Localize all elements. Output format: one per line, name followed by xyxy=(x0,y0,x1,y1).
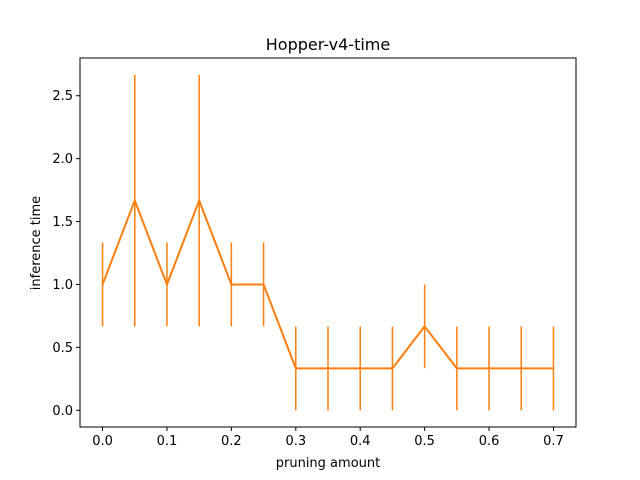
data-point-3 xyxy=(198,199,201,202)
data-point-1 xyxy=(133,199,136,202)
y-axis-label: inference time xyxy=(29,196,44,290)
data-point-2 xyxy=(165,283,168,286)
x-tick-label-0: 0.0 xyxy=(92,434,113,449)
y-tick-label-3: 1.5 xyxy=(52,215,73,230)
x-tick-label-5: 0.5 xyxy=(414,434,435,449)
data-point-7 xyxy=(327,367,329,370)
x-tick-label-4: 0.4 xyxy=(350,434,371,449)
x-tick-label-3: 0.3 xyxy=(285,434,306,449)
y-tick-label-4: 2.0 xyxy=(52,152,73,167)
y-tick-label-5: 2.5 xyxy=(52,89,73,104)
data-point-6 xyxy=(294,367,297,370)
data-point-0 xyxy=(101,283,104,286)
data-point-12 xyxy=(488,367,491,370)
x-tick-label-6: 0.6 xyxy=(479,434,500,449)
data-point-13 xyxy=(520,367,523,370)
data-point-8 xyxy=(359,367,362,370)
y-tick-label-2: 1.0 xyxy=(52,278,73,293)
data-point-5 xyxy=(262,283,265,286)
axes-frame xyxy=(79,57,577,428)
x-tick-label-2: 0.2 xyxy=(221,434,242,449)
x-axis-label: pruning amount xyxy=(276,456,380,471)
x-tick-label-1: 0.1 xyxy=(157,434,178,449)
y-tick-label-0: 0.0 xyxy=(52,404,73,419)
chart-title: Hopper-v4-time xyxy=(266,35,390,54)
x-tick-label-7: 0.7 xyxy=(543,434,564,449)
y-tick-label-1: 0.5 xyxy=(52,341,73,356)
data-point-14 xyxy=(552,367,555,370)
plot-area: 0.0 0.1 0.2 0.3 0.4 0.5 0.6 0.7 0.0 0.5 1.0 1.5 2.0 2… xyxy=(52,57,577,449)
data-point-4 xyxy=(230,283,233,286)
data-point-11 xyxy=(455,367,458,370)
data-point-10 xyxy=(423,325,426,328)
data-point-9 xyxy=(391,367,394,370)
